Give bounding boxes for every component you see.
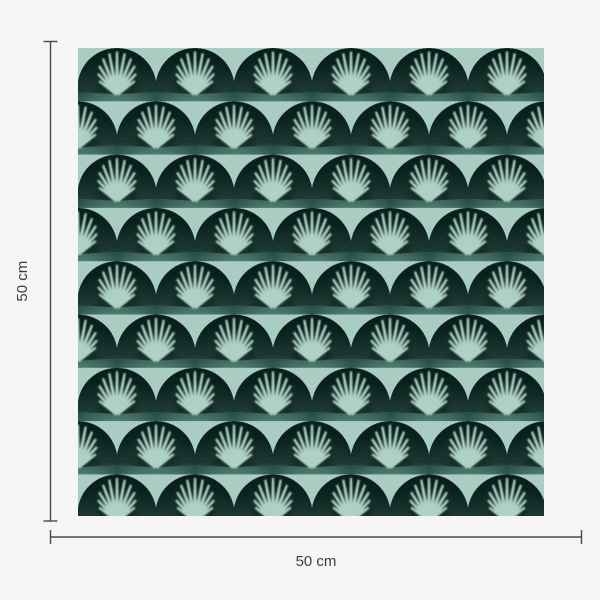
- svg-text:50 cm: 50 cm: [296, 553, 337, 570]
- svg-text:50 cm: 50 cm: [14, 261, 31, 302]
